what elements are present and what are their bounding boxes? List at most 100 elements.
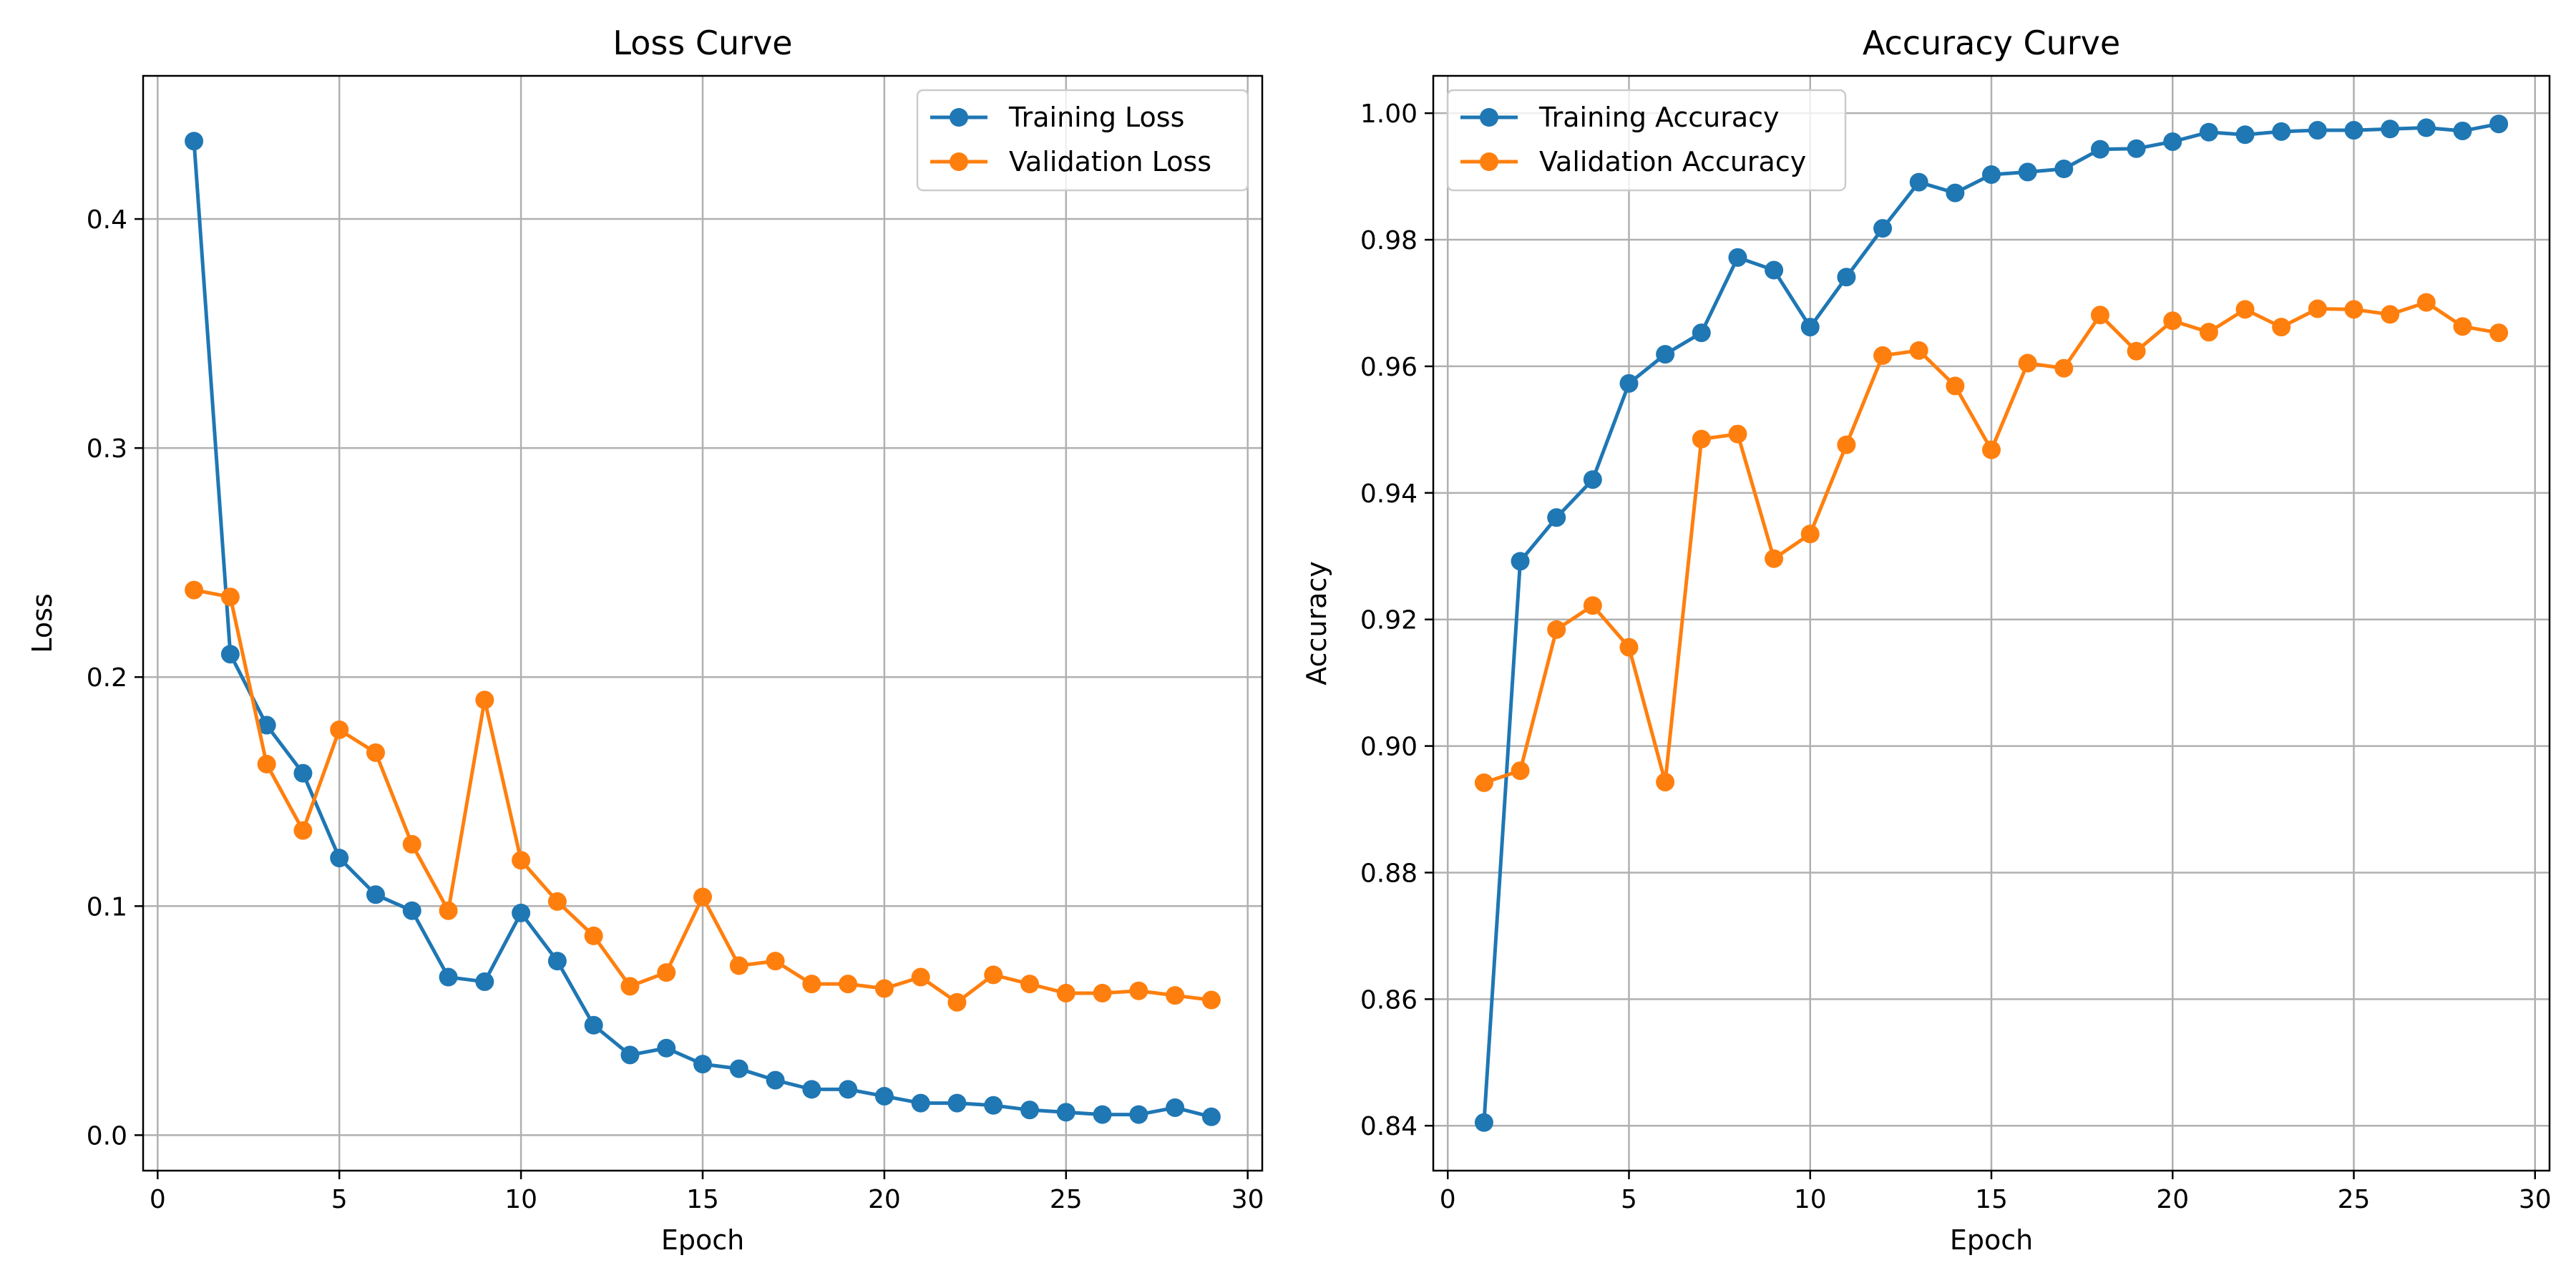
validation-accuracy-point (1873, 346, 1893, 365)
validation-accuracy-point (2416, 293, 2436, 312)
training-accuracy-point (1800, 318, 1820, 337)
y-tick-label: 0.94 (1360, 479, 1418, 509)
validation-accuracy-point (1765, 549, 1784, 568)
validation-accuracy-point (2489, 323, 2509, 343)
validation-accuracy-point (2453, 317, 2472, 336)
y-tick-label: 0.86 (1360, 985, 1418, 1015)
training-loss-point (947, 1093, 967, 1113)
x-axis-label: Epoch (1950, 1224, 2033, 1256)
validation-loss-point (439, 901, 458, 920)
validation-accuracy-point (1982, 440, 2001, 459)
validation-loss-point (293, 821, 313, 840)
training-accuracy-point (1765, 260, 1784, 280)
training-loss-point (693, 1055, 712, 1074)
legend-label: Validation Accuracy (1539, 146, 1806, 177)
training-loss-point (185, 132, 204, 151)
training-loss-point (729, 1059, 748, 1078)
validation-loss-series (185, 580, 1221, 1012)
validation-loss-point (512, 851, 531, 870)
x-tick-label: 0 (1440, 1185, 1456, 1214)
training-accuracy-point (2416, 118, 2436, 137)
legend: Training Loss Validation Loss (916, 89, 1249, 192)
x-tick-label: 5 (331, 1185, 348, 1214)
training-loss-point (1166, 1098, 1185, 1117)
validation-accuracy-point (1909, 341, 1928, 360)
training-accuracy-point (2018, 162, 2037, 182)
validation-loss-point (911, 967, 930, 987)
legend-label: Validation Loss (1009, 146, 1211, 177)
training-loss-point (766, 1070, 785, 1090)
validation-loss-point (584, 926, 603, 945)
validation-loss-point (185, 580, 204, 600)
training-loss-point (1093, 1105, 1112, 1124)
training-accuracy-point (2127, 139, 2146, 158)
chart-title: Loss Curve (613, 24, 792, 62)
training-accuracy-point (1474, 1113, 1493, 1132)
x-tick-label: 25 (2338, 1185, 2371, 1214)
y-tick-label: 0.98 (1360, 226, 1418, 255)
legend-swatch-marker (1480, 152, 1498, 171)
validation-accuracy-point (1837, 435, 1856, 454)
training-loss-point (620, 1045, 640, 1065)
training-accuracy-point (2344, 121, 2363, 140)
training-accuracy-point (1547, 508, 1566, 527)
legend-box (1446, 89, 1847, 192)
validation-accuracy-point (1728, 424, 1747, 444)
x-tick-label: 25 (1050, 1185, 1083, 1214)
x-tick-label: 5 (1621, 1185, 1637, 1214)
training-accuracy-point (2090, 140, 2109, 159)
validation-accuracy-point (1692, 429, 1711, 449)
training-loss-point (1056, 1103, 1075, 1122)
training-loss-point (475, 972, 494, 991)
validation-loss-point (1129, 981, 1148, 1000)
training-loss-point (1129, 1105, 1148, 1124)
y-tick-label: 0.90 (1360, 733, 1418, 762)
training-loss-point (293, 763, 313, 783)
validation-loss-point (984, 965, 1003, 985)
training-loss-point (366, 885, 385, 904)
validation-loss-point (766, 952, 785, 971)
training-accuracy-point (1692, 323, 1711, 343)
validation-accuracy-point (2199, 323, 2218, 342)
validation-loss-point (874, 979, 894, 998)
training-loss-point (257, 716, 276, 735)
training-accuracy-point (1619, 374, 1639, 393)
validation-accuracy-point (2235, 300, 2255, 319)
validation-accuracy-point (1619, 638, 1639, 657)
training-accuracy-point (2199, 122, 2218, 142)
x-tick-label: 10 (1794, 1185, 1827, 1214)
y-axis-label: Accuracy (1301, 561, 1332, 686)
training-loss-point (839, 1080, 858, 1099)
training-loss-point (220, 645, 240, 664)
training-loss-point (984, 1096, 1003, 1115)
validation-loss-point (257, 754, 276, 774)
training-loss-point (874, 1086, 894, 1106)
y-tick-label: 0.0 (87, 1121, 127, 1151)
training-loss-series (185, 132, 1221, 1126)
legend: Training Accuracy Validation Accuracy (1446, 89, 1847, 192)
validation-accuracy-point (2272, 318, 2291, 337)
training-accuracy-point (1982, 165, 2001, 184)
validation-loss-point (330, 720, 349, 739)
validation-loss-point (839, 975, 858, 994)
x-tick-label: 15 (1975, 1185, 2008, 1214)
training-accuracy-point (1511, 552, 1530, 571)
training-accuracy-point (1583, 470, 1602, 489)
validation-accuracy-point (1656, 772, 1675, 791)
validation-accuracy-point (2018, 353, 2037, 373)
validation-loss-point (802, 975, 821, 994)
validation-accuracy-series (1474, 293, 2509, 792)
legend-label: Training Accuracy (1538, 102, 1780, 133)
training-accuracy-point (2453, 121, 2472, 140)
training-accuracy-point (2235, 125, 2255, 145)
training-accuracy-series (1474, 114, 2509, 1132)
training-accuracy-point (2308, 121, 2327, 140)
training-accuracy-point (1909, 172, 1928, 192)
training-accuracy-point (2381, 119, 2400, 139)
training-loss-point (911, 1093, 930, 1113)
legend-swatch-marker (1480, 108, 1498, 127)
training-loss-point (402, 901, 421, 920)
training-loss-point (547, 952, 567, 971)
x-tick-label: 30 (2519, 1185, 2552, 1214)
